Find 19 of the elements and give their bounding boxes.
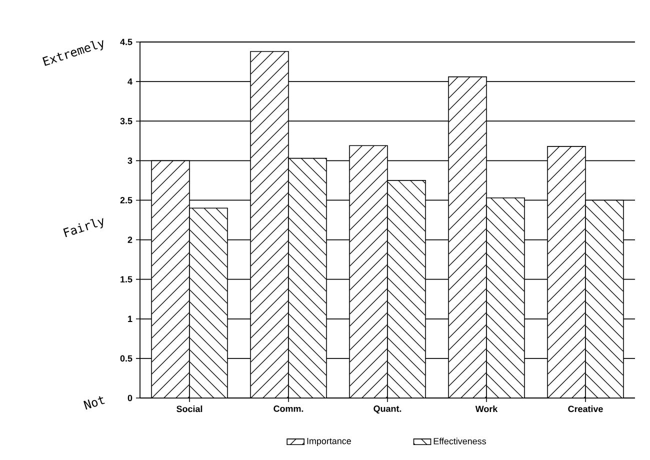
y-tick-label: 4.5 [120, 38, 132, 46]
y-tick-label: 1.5 [120, 276, 132, 282]
x-tick-label: Work [475, 406, 498, 412]
y-tick-label: 2 [128, 236, 132, 243]
text: Fairly [63, 218, 104, 238]
y-tick-label: 2.5 [120, 197, 132, 204]
x-tick-label: Creative [568, 406, 603, 412]
y-tick-label: 0.5 [120, 355, 132, 362]
x-tick-label: Social [176, 406, 202, 412]
y-tick-label: 3 [128, 157, 132, 164]
x-tick-label: Quant. [374, 406, 402, 414]
y-tick-label: 4 [128, 78, 132, 85]
y-tick-label: 1 [128, 316, 132, 322]
y-tick-label: 3.5 [120, 118, 132, 124]
y-tick-label: 0 [128, 394, 132, 402]
x-tick-label: Comm. [274, 406, 304, 412]
legend-label: Effectiveness [434, 438, 486, 444]
text: Not [84, 396, 105, 410]
legend-label: Importance [307, 438, 351, 446]
